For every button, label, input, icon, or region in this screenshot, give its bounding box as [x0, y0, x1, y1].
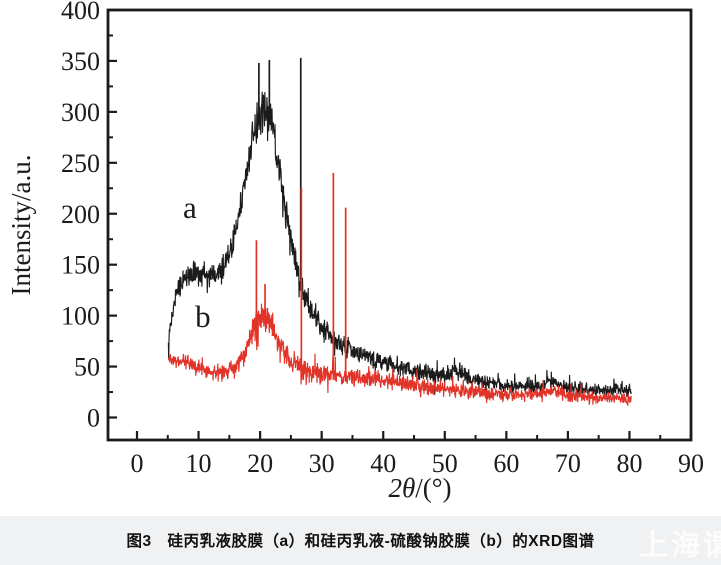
- x-axis-title-unit: /(°): [415, 473, 451, 503]
- series-b-label: b: [195, 299, 211, 334]
- y-tick-label: 400: [61, 0, 100, 25]
- y-tick-label: 0: [87, 404, 100, 433]
- y-tick-label: 250: [61, 149, 100, 178]
- y-tick-label: 100: [61, 302, 100, 331]
- figure-caption: 图3 硅丙乳液胶膜（a）和硅丙乳液-硫酸钠胶膜（b）的XRD图谱: [126, 533, 595, 550]
- xrd-chart: 0 10 20 30 40 50 60 70 80 90 0 50 100 150 200 250 300 350…: [6, 0, 704, 503]
- chart-area: 0 10 20 30 40 50 60 70 80 90 0 50 100 150 200 250 300 350…: [6, 0, 704, 503]
- y-tick-label: 350: [61, 47, 100, 76]
- plot-frame: [106, 8, 693, 442]
- x-tick-label: 60: [493, 449, 519, 478]
- x-tick-label: 10: [186, 449, 212, 478]
- y-tick-label: 50: [74, 353, 100, 382]
- x-tick-label: 50: [432, 449, 458, 478]
- x-axis-title-symbol: 2θ: [388, 473, 415, 503]
- series-labels: ab: [183, 190, 211, 334]
- x-tick-label: 80: [616, 449, 642, 478]
- x-tick-label: 20: [247, 449, 273, 478]
- axis-tick-labels: 0 10 20 30 40 50 60 70 80 90 0 50 100 150 200 250 300 350…: [61, 0, 704, 478]
- series-b-trace: [167, 303, 632, 406]
- x-tick-label: 30: [309, 449, 335, 478]
- x-tick-label: 40: [370, 449, 396, 478]
- x-axis-title: 2θ/(°): [388, 473, 451, 503]
- series-a-label: a: [183, 190, 197, 225]
- data-curves: [167, 57, 632, 406]
- y-tick-label: 150: [61, 251, 100, 280]
- x-tick-label: 90: [678, 449, 704, 478]
- axis-ticks: [108, 8, 693, 440]
- caption-strip: 图3 硅丙乳液胶膜（a）和硅丙乳液-硫酸钠胶膜（b）的XRD图谱 上海谓: [0, 516, 721, 565]
- x-tick-label: 70: [555, 449, 581, 478]
- y-axis-title: Intensity/a.u.: [6, 155, 36, 296]
- series-a-trace: [167, 91, 632, 400]
- y-tick-label: 300: [61, 98, 100, 127]
- x-tick-label: 0: [131, 449, 144, 478]
- y-tick-label: 200: [61, 200, 100, 229]
